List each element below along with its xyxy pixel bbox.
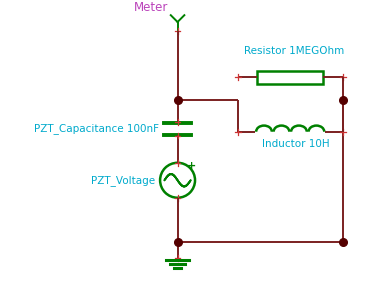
Text: PZT_Voltage: PZT_Voltage	[91, 175, 155, 186]
Text: Inductor 10H: Inductor 10H	[261, 140, 329, 149]
Text: PZT_Capacitance 100nF: PZT_Capacitance 100nF	[34, 123, 159, 134]
Bar	[257, 71, 323, 84]
Text: Resistor 1MEGOhm: Resistor 1MEGOhm	[244, 46, 345, 56]
Text: +: +	[187, 161, 196, 171]
Text: Meter: Meter	[133, 1, 168, 14]
